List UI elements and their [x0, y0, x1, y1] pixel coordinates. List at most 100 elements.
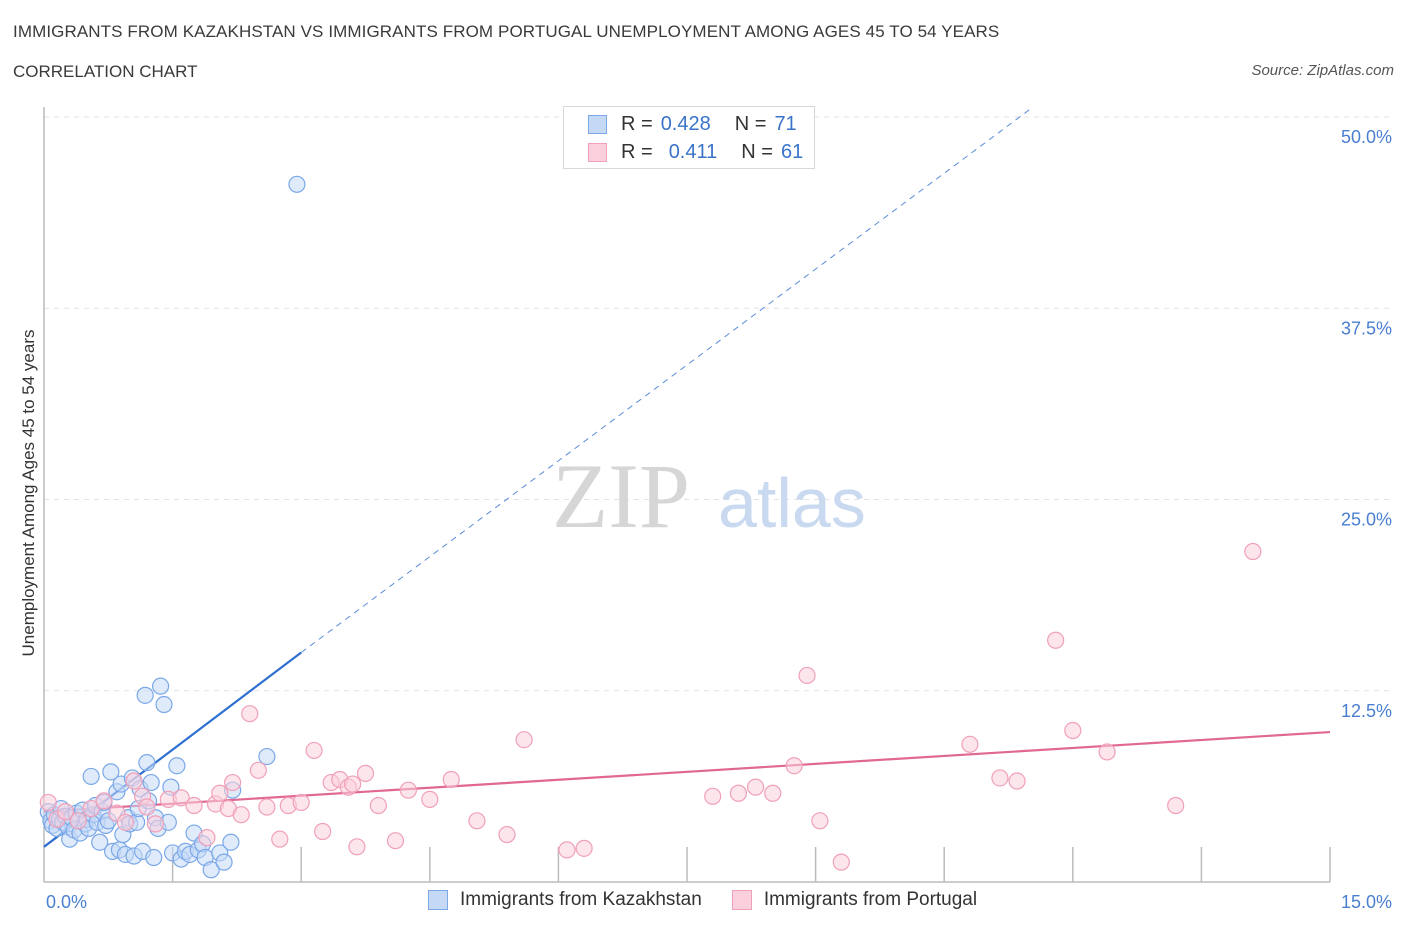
- data-point: [558, 841, 576, 859]
- data-point: [232, 806, 250, 824]
- data-point: [369, 796, 387, 815]
- data-point: [202, 861, 220, 879]
- axis-labels: 12.5% 25.0% 37.5% 50.0% 0.0% 15.0% Unemploymen…: [19, 127, 1392, 912]
- y-tick-label: 37.5%: [1341, 318, 1392, 338]
- n-value: 71: [774, 112, 797, 135]
- y-axis-label: Unemployment Among Ages 45 to 54 years: [19, 330, 38, 657]
- data-point: [1244, 542, 1262, 561]
- data-point: [82, 767, 100, 786]
- data-point: [91, 833, 109, 851]
- data-point: [1008, 772, 1026, 790]
- y-tick-label: 50.0%: [1341, 127, 1392, 147]
- data-point: [224, 773, 242, 792]
- watermark-atlas: atlas: [718, 464, 866, 542]
- watermark-zip: ZIP: [552, 445, 690, 547]
- data-point: [314, 822, 332, 841]
- data-point: [116, 813, 135, 831]
- legend-item-portugal[interactable]: Immigrants from Portugal: [731, 889, 978, 911]
- x-tick-label: 15.0%: [1341, 892, 1392, 912]
- stats-row-portugal: R = 0.411 N = 61: [588, 140, 803, 164]
- data-point: [146, 815, 165, 833]
- data-point: [399, 781, 417, 799]
- data-point: [798, 666, 816, 685]
- grid-lines: [44, 116, 1390, 692]
- data-point: [498, 825, 516, 844]
- legend-label: Immigrants from Kazakhstan: [460, 889, 702, 910]
- data-point: [136, 686, 154, 704]
- data-point: [249, 761, 267, 779]
- watermark: ZIP atlas: [552, 445, 866, 547]
- data-point: [832, 853, 850, 871]
- data-point: [991, 769, 1009, 787]
- stats-legend: R = 0.428 N = 71 R = 0.411 N = 61: [563, 106, 815, 169]
- data-point: [222, 833, 240, 851]
- r-label: R =: [621, 112, 653, 135]
- data-point: [344, 775, 362, 793]
- data-point: [1064, 721, 1082, 740]
- data-point: [961, 735, 979, 753]
- kazakhstan-swatch: [428, 890, 448, 910]
- data-point: [138, 798, 156, 816]
- r-value: 0.428: [660, 112, 711, 135]
- data-point: [215, 853, 233, 871]
- data-point: [142, 773, 160, 792]
- data-point: [102, 763, 120, 781]
- kazakhstan-swatch: [588, 114, 607, 134]
- data-point: [292, 793, 310, 812]
- data-point: [198, 829, 216, 847]
- x-tick-label: 0.0%: [46, 892, 87, 912]
- data-point: [356, 764, 375, 782]
- data-point: [729, 784, 748, 802]
- data-point: [258, 798, 276, 816]
- data-point: [138, 754, 156, 772]
- y-tick-label: 25.0%: [1341, 510, 1392, 530]
- r-value: 0.411: [668, 140, 718, 163]
- source-credit: Source: ZipAtlas.com: [1251, 62, 1394, 79]
- axes: [43, 107, 1331, 883]
- n-label: N =: [734, 112, 767, 135]
- trend-line-portugal: [43, 730, 1331, 813]
- legend-item-kazakhstan[interactable]: Immigrants from Kazakhstan: [428, 889, 702, 911]
- data-point: [811, 812, 829, 830]
- n-label: N =: [741, 140, 773, 163]
- data-point: [704, 787, 722, 805]
- portugal-swatch: [588, 142, 607, 162]
- data-point: [1098, 743, 1116, 761]
- data-point: [288, 175, 306, 193]
- data-point: [211, 784, 229, 802]
- r-label: R =: [621, 140, 653, 163]
- data-point: [185, 796, 203, 815]
- data-point: [82, 799, 100, 818]
- data-point: [151, 677, 170, 695]
- data-point: [258, 747, 276, 766]
- portugal-swatch: [731, 890, 752, 910]
- data-point: [168, 757, 186, 775]
- stats-row-kazakhstan: R = 0.428 N = 71: [588, 112, 797, 136]
- data-point: [125, 772, 143, 790]
- data-point: [241, 705, 259, 723]
- data-point: [442, 770, 460, 789]
- data-point: [305, 741, 323, 760]
- data-point: [69, 812, 87, 830]
- data-point: [348, 838, 366, 856]
- data-point: [145, 848, 163, 867]
- data-point: [155, 695, 173, 714]
- series-legend: Immigrants from Kazakhstan Immigrants fr…: [428, 889, 1007, 911]
- data-point: [575, 839, 593, 857]
- data-point: [764, 784, 782, 802]
- legend-label: Immigrants from Portugal: [763, 889, 978, 910]
- series-portugal: [39, 542, 1262, 871]
- data-point: [468, 812, 486, 830]
- data-point: [271, 830, 289, 848]
- y-tick-label: 12.5%: [1341, 701, 1392, 721]
- data-point: [39, 793, 57, 812]
- trend-line-kazakhstan-extension: [300, 108, 1031, 653]
- data-point: [1047, 631, 1065, 649]
- data-point: [95, 792, 113, 810]
- data-point: [421, 790, 439, 808]
- data-points: [39, 175, 1262, 879]
- data-point: [386, 832, 405, 850]
- chart-subtitle: CORRELATION CHART: [13, 62, 198, 81]
- data-point: [515, 731, 533, 749]
